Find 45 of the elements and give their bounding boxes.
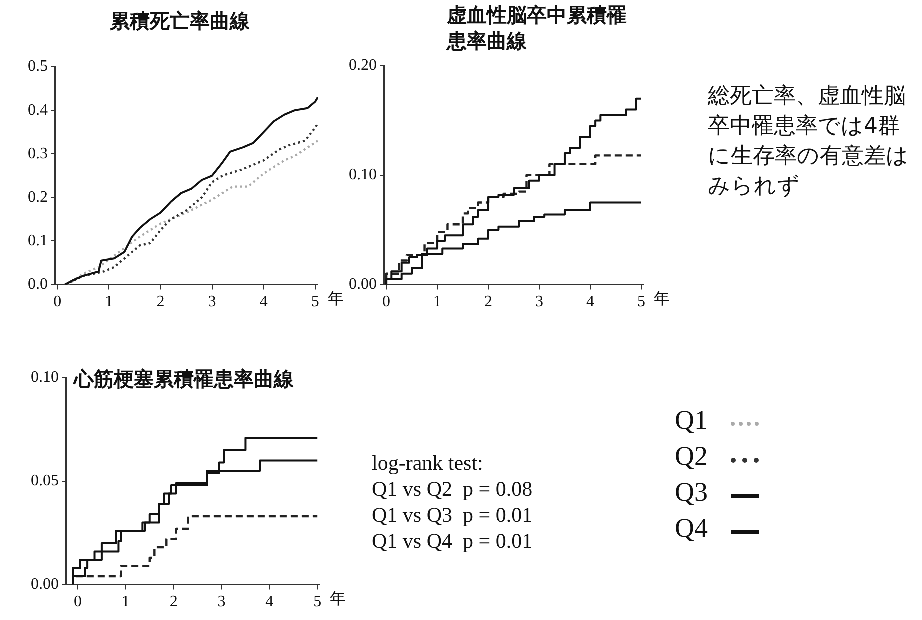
y-tick-label: 0.2 xyxy=(28,188,48,206)
text: Q1 vs Q4 p = 0.01 xyxy=(372,529,533,553)
x-tick-label: 4 xyxy=(586,294,594,311)
y-tick-label: 0.4 xyxy=(28,102,48,119)
x-tick-label: 1 xyxy=(434,294,442,311)
text: Q1 xyxy=(675,405,708,436)
x-tick-label: 3 xyxy=(535,294,544,311)
text: 総死亡率、虚血性脳卒中罹患率では4群に生存率の有意差はみられず xyxy=(708,83,910,201)
x-tick-label: 0 xyxy=(54,294,62,311)
text: Q4 xyxy=(675,513,708,544)
text: Q1 vs Q3 p = 0.01 xyxy=(372,503,533,527)
y-tick-label: 0.00 xyxy=(31,576,59,594)
y-tick-label: 0.1 xyxy=(28,232,48,250)
x-axis-title: 年 xyxy=(330,588,346,608)
x-axis-title: 年 xyxy=(328,288,344,308)
x-tick-label: 5 xyxy=(314,594,322,611)
x-tick-label: 0 xyxy=(74,594,82,611)
chart-title: 心筋梗塞累積罹患率曲線 xyxy=(74,366,295,392)
y-tick-label: 0.05 xyxy=(31,472,59,490)
chart-title: 累積死亡率曲線 xyxy=(110,8,251,34)
x-tick-label: 1 xyxy=(122,594,130,611)
x-tick-label: 4 xyxy=(260,294,268,311)
y-tick-label: 0.5 xyxy=(28,58,48,76)
x-tick-label: 5 xyxy=(637,294,646,311)
x-tick-label: 1 xyxy=(105,294,114,311)
x-tick-label: 4 xyxy=(266,594,274,611)
text: Q2 xyxy=(675,441,708,472)
y-tick-label: 0.0 xyxy=(28,276,48,294)
y-tick-label: 0.20 xyxy=(349,57,377,74)
text: Q1 vs Q2 p = 0.08 xyxy=(372,477,533,501)
x-tick-label: 2 xyxy=(170,594,178,611)
y-tick-label: 0.10 xyxy=(349,166,377,184)
x-tick-label: 3 xyxy=(208,294,216,311)
y-tick-label: 0.00 xyxy=(349,276,377,294)
text: Q3 xyxy=(675,477,708,508)
x-tick-label: 0 xyxy=(382,294,391,311)
x-axis-title: 年 xyxy=(654,288,670,308)
x-tick-label: 5 xyxy=(311,294,320,311)
y-tick-label: 0.3 xyxy=(28,145,48,162)
x-tick-label: 3 xyxy=(218,594,226,611)
text: log-rank test: xyxy=(372,451,484,475)
y-tick-label: 0.10 xyxy=(31,369,59,386)
chart-title: 虚血性脳卒中累積罹患率曲線 xyxy=(447,2,627,54)
x-tick-label: 2 xyxy=(156,294,165,311)
x-tick-label: 2 xyxy=(484,294,493,311)
